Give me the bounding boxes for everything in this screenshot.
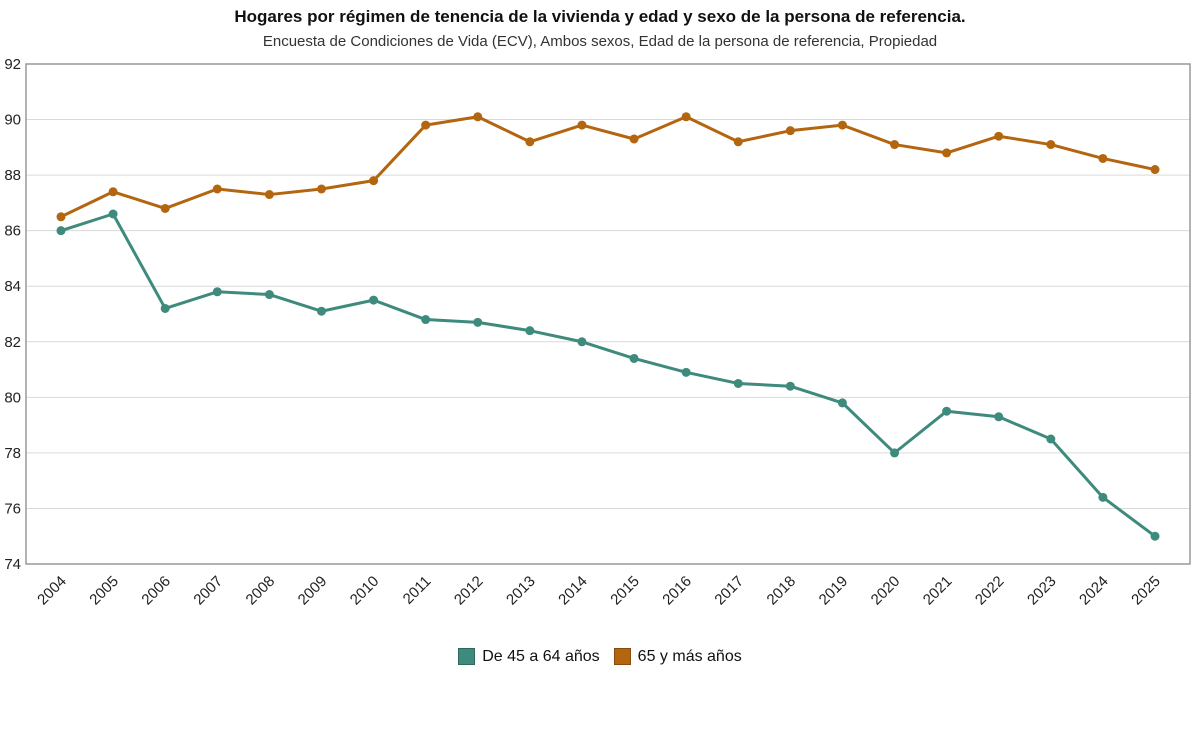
chart-legend: De 45 a 64 años 65 y más años	[0, 648, 1200, 666]
data-point	[160, 203, 170, 213]
data-point	[577, 337, 587, 347]
data-point	[890, 139, 900, 149]
y-tick-label: 90	[4, 111, 21, 128]
x-tick-label: 2014	[555, 573, 591, 609]
data-point	[733, 137, 743, 147]
data-point	[316, 306, 326, 316]
data-point	[681, 112, 691, 122]
chart-header: Hogares por régimen de tenencia de la vi…	[0, 6, 1200, 52]
x-tick-label: 2024	[1076, 573, 1112, 609]
data-point	[629, 353, 639, 363]
data-point	[733, 378, 743, 388]
data-point	[473, 317, 483, 327]
y-tick-label: 88	[4, 167, 21, 184]
data-point	[785, 126, 795, 136]
y-tick-label: 92	[4, 56, 21, 73]
data-point	[212, 184, 222, 194]
legend-swatch-orange	[613, 648, 631, 666]
x-tick-label: 2008	[243, 573, 279, 609]
data-point	[473, 112, 483, 122]
plot-border	[25, 63, 1191, 565]
data-point	[264, 189, 274, 199]
data-point	[890, 448, 900, 458]
data-point	[160, 303, 170, 313]
data-point	[577, 120, 587, 130]
data-point	[681, 367, 691, 377]
data-point	[421, 120, 431, 130]
data-point	[1150, 164, 1160, 174]
series-line	[59, 212, 1157, 538]
data-point	[1046, 434, 1056, 444]
data-point	[56, 226, 66, 236]
x-tick-label: 2011	[400, 573, 435, 608]
x-tick-label: 2021	[920, 573, 956, 609]
x-tick-label: 2016	[659, 573, 695, 609]
data-point	[785, 381, 795, 391]
data-point	[525, 326, 535, 336]
x-tick-label: 2022	[972, 573, 1008, 609]
data-point	[525, 137, 535, 147]
data-point	[994, 412, 1004, 422]
data-point	[56, 212, 66, 222]
legend-item-65-y-mas-anos[interactable]: 65 y más años	[613, 647, 742, 666]
data-point	[369, 176, 379, 186]
data-point	[264, 289, 274, 299]
x-tick-label: 2020	[868, 573, 904, 609]
x-tick-label: 2015	[607, 573, 643, 609]
y-tick-label: 82	[4, 334, 21, 351]
x-tick-label: 2018	[764, 573, 800, 609]
x-tick-label: 2005	[86, 573, 122, 609]
data-point	[369, 295, 379, 305]
data-point	[629, 134, 639, 144]
data-point	[108, 209, 118, 219]
y-tick-label: 84	[4, 278, 21, 295]
data-point	[108, 187, 118, 197]
x-tick-label: 2023	[1024, 573, 1060, 609]
x-tick-label: 2019	[816, 573, 852, 609]
x-tick-label: 2009	[295, 573, 331, 609]
x-tick-label: 2012	[451, 573, 487, 609]
x-tick-label: 2017	[711, 573, 747, 609]
y-tick-label: 86	[4, 223, 21, 240]
line-chart: 74 76 78 80 82 84 86 88 90 92 2004 2005 2006 2007 2008…	[4, 56, 1191, 609]
legend-item-de-45-a-64-anos[interactable]: De 45 a 64 años	[458, 647, 600, 666]
data-point	[1098, 153, 1108, 163]
y-tick-label: 78	[4, 445, 21, 462]
x-tick-label: 2007	[190, 573, 226, 609]
data-point	[942, 406, 952, 416]
chart-subtitle: Encuesta de Condiciones de Vida (ECV), A…	[262, 32, 938, 50]
x-tick-label: 2025	[1128, 573, 1164, 609]
legend-label-de-45-a-64-anos: De 45 a 64 años	[482, 647, 600, 665]
series-line	[59, 115, 1157, 219]
data-point	[316, 184, 326, 194]
chart-title: Hogares por régimen de tenencia de la vi…	[234, 7, 966, 26]
data-point	[942, 148, 952, 158]
x-tick-label: 2010	[347, 573, 383, 609]
legend-swatch-teal	[458, 648, 476, 666]
y-tick-label: 80	[4, 389, 21, 406]
y-tick-label: 76	[4, 500, 21, 517]
data-point	[994, 131, 1004, 141]
x-tick-label: 2004	[34, 573, 70, 609]
plot-area	[26, 63, 1190, 564]
x-tick-label: 2013	[503, 573, 539, 609]
data-point	[421, 314, 431, 324]
data-point	[212, 287, 222, 297]
data-point	[837, 120, 847, 130]
data-point	[1098, 492, 1108, 502]
data-point	[1150, 531, 1160, 541]
data-point	[837, 398, 847, 408]
data-point	[1046, 139, 1056, 149]
x-tick-label: 2006	[138, 573, 174, 609]
y-tick-label: 74	[4, 556, 21, 573]
legend-label-65-y-mas-anos: 65 y más años	[637, 647, 742, 665]
